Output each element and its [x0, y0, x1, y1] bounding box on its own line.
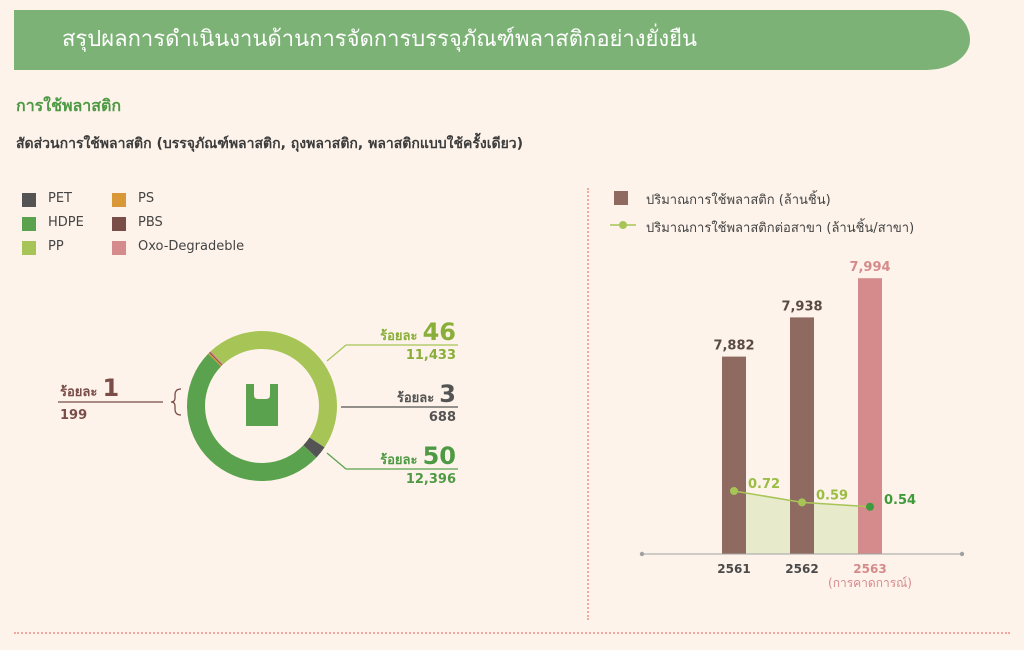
bars-group: 7,882 7,938 7,994: [713, 260, 891, 554]
value-label-pp: 11,433: [405, 348, 456, 363]
pct-label-small-group: ร้อยละ 1: [60, 374, 119, 402]
line-value-label-2561: 0.72: [748, 477, 780, 492]
x-axis-start-dot: [639, 551, 645, 557]
donut-slice-ps: [208, 352, 222, 367]
donut-slice-pp: [210, 331, 337, 448]
pct-value-pp: 46: [422, 318, 456, 346]
legend-label-oxo: Oxo-Degradeble: [138, 239, 245, 254]
x-axis-end-dot: [959, 551, 965, 557]
line-value-label-2562: 0.59: [816, 488, 848, 503]
legend-label-line: ปริมาณการใช้พลาสติกต่อสาขา (ล้านชิ้น/สาข…: [646, 221, 915, 236]
donut-slice-pbs: [209, 351, 223, 366]
value-label-small-group: 199: [60, 408, 88, 423]
x-tick-2561: 2561: [717, 562, 750, 576]
bottom-divider: [14, 632, 1010, 634]
donut-slice-pet: [303, 437, 325, 458]
x-tick-2563: 2563: [853, 562, 886, 576]
legend-swatch-pet: [22, 193, 36, 207]
bar-2561: [722, 356, 746, 554]
donut-slices: [187, 331, 337, 482]
value-label-pet: 688: [428, 410, 456, 425]
legend-swatch-hdpe: [22, 217, 36, 231]
line-points-group: 0.72 0.59 0.54: [730, 477, 916, 511]
page-title: สรุปผลการดำเนินงานด้านการจัดการบรรจุภัณฑ…: [62, 27, 698, 52]
line-point-2562: [798, 498, 806, 507]
bar-2562: [790, 317, 814, 554]
header-banner: สรุปผลการดำเนินงานด้านการจัดการบรรจุภัณฑ…: [14, 10, 970, 70]
pct-label-hdpe: ร้อยละ 50: [380, 442, 456, 470]
legend-label-pbs: PBS: [138, 215, 163, 230]
line-point-2563: [866, 502, 874, 511]
line-point-2561: [730, 487, 738, 495]
legend-swatch-pbs: [112, 217, 126, 231]
legend-label-hdpe: HDPE: [48, 215, 84, 230]
chart-subtitle: สัดส่วนการใช้พลาสติก (บรรจุภัณฑ์พลาสติก,…: [16, 136, 524, 152]
section-title: การใช้พลาสติก: [16, 96, 122, 115]
pct-label-pet: ร้อยละ 3: [397, 380, 456, 408]
brace-icon: [170, 388, 182, 416]
bar-value-label-2561: 7,882: [713, 339, 754, 354]
bar-value-label-2563: 7,994: [849, 260, 890, 275]
pct-prefix-small: ร้อยละ: [60, 385, 98, 400]
donut-slice-hdpe: [187, 353, 317, 482]
legend-label-pet: PET: [48, 191, 72, 206]
legend-line-marker: [610, 221, 636, 229]
x-tick-note-forecast: (การคาดการณ์): [828, 576, 912, 590]
legend-swatch-pp: [22, 241, 36, 255]
bar-2563: [858, 278, 882, 554]
pct-prefix-pp: ร้อยละ: [380, 329, 418, 344]
vertical-divider: [587, 188, 589, 620]
x-tick-2562: 2562: [785, 562, 818, 576]
shopping-bag-icon: [246, 384, 278, 426]
pct-label-pp: ร้อยละ 46: [380, 318, 456, 346]
line-area-fill: [734, 491, 870, 554]
line-value-label-2563: 0.54: [884, 493, 916, 508]
x-tick-labels: 2561 2562 2563(การคาดการณ์): [717, 562, 912, 590]
series-line: [733, 490, 871, 508]
legend-swatch-bar: [614, 191, 628, 205]
value-label-hdpe: 12,396: [405, 472, 456, 487]
donut-slice-oxo-degradeble: [210, 351, 224, 365]
legend-swatch-oxo: [112, 241, 126, 255]
pct-value-pet: 3: [439, 380, 456, 408]
legend-label-pp: PP: [48, 239, 64, 254]
legend-label-ps: PS: [138, 191, 155, 206]
pct-value-hdpe: 50: [422, 442, 456, 470]
legend-label-bar: ปริมาณการใช้พลาสติก (ล้านชิ้น): [646, 193, 831, 208]
pct-value-small: 1: [102, 374, 120, 402]
bar-value-label-2562: 7,938: [781, 299, 822, 314]
pct-prefix-hdpe: ร้อยละ: [380, 453, 418, 468]
pct-prefix-pet: ร้อยละ: [396, 391, 435, 406]
legend-swatch-ps: [112, 193, 126, 207]
